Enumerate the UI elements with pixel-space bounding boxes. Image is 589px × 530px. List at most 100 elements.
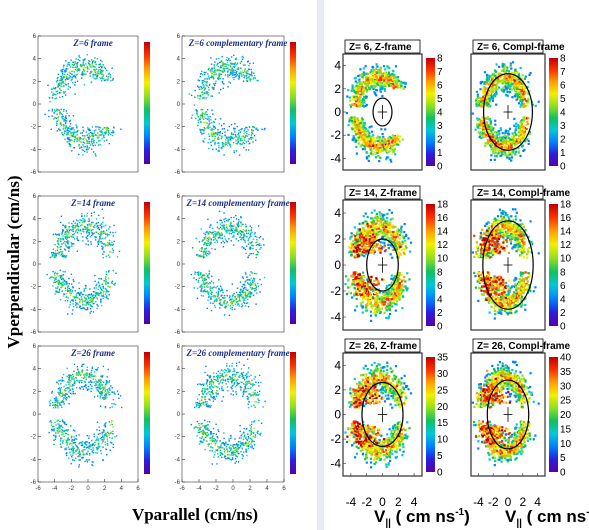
color-scale-label: 0 [560,162,566,173]
color-scale-bar [426,58,435,166]
x-tick-label: 2 [395,495,402,509]
y-tick-label: -2 [175,125,181,131]
y-tick-label: -2 [175,285,181,291]
color-scale-label: 16 [437,213,449,224]
color-scale-label: 4 [560,108,566,119]
x-tick-label: -2 [488,495,499,509]
panel-7: Z= 6, Z-frame -4 -2 0 2 4 0 1 2 3 4 5 6 7 8 [330,39,443,173]
x-tick-label: -4 [52,486,58,492]
panel-4: Z=14 complementary frame -6 -4 -2 0 2 4 6 [175,194,296,336]
x-tick-label: 4 [534,495,541,509]
x-tick-label: -6 [179,486,185,492]
density-points [188,54,266,156]
x-tick-label: -2 [361,495,372,509]
x-tick-label: 2 [519,495,526,509]
color-scale-label: 8 [437,267,443,278]
color-scale-label: 7 [560,67,566,78]
plot-frame [181,345,285,483]
emission-ring [482,73,534,151]
emission-ring [361,381,404,448]
panel-title: Z= 14, Compl-frame [477,188,571,199]
x-tick-label: 0 [231,486,235,492]
plot-frame [37,195,139,333]
x-tick-label: 0 [505,495,512,509]
x-tick-label: 2 [103,486,107,492]
color-scale-bar [144,352,150,474]
color-scale-label: 18 [560,200,572,211]
emission-ring [372,97,393,127]
panel-8: Z= 6, Compl-frame 0 1 2 3 4 5 6 7 8 [470,39,566,173]
color-scale-label: 14 [437,227,449,238]
color-scale-label: 0 [437,162,443,173]
y-tick-label: 2 [33,389,37,395]
y-tick-label: 6 [177,194,181,200]
panel-title: Z= 14, Z-frame [349,188,418,199]
density-points [46,208,121,315]
y-tick-label: 4 [33,217,37,223]
color-scale-label: 10 [560,254,572,265]
panel-2: Z=6 complementary frame -6 -4 -2 0 2 4 6 [175,34,296,176]
y-tick-label: -6 [31,480,37,486]
x-tick-label: 6 [282,486,286,492]
emission-ring [482,220,534,310]
y-tick-label: -6 [175,330,181,336]
panel-title: Z=6 frame [72,38,112,48]
title-box [344,39,421,54]
color-scale-label: 20 [437,402,449,413]
y-tick-label: 4 [334,206,341,220]
y-tick-label: -4 [330,310,341,324]
y-tick-label: -4 [31,147,37,153]
y-tick-label: 0 [33,102,37,108]
plot-frame [181,35,285,173]
y-tick-label: 4 [177,367,181,373]
density-points [190,210,266,317]
color-scale-label: 25 [560,396,572,407]
color-scale-label: 8 [437,54,443,65]
title-box [344,338,421,353]
color-scale-bar [549,58,558,166]
title-box [472,338,544,353]
y-tick-label: -2 [330,284,341,298]
x-tick-label: -2 [213,486,219,492]
x-tick-label: 0 [86,486,90,492]
color-scale-label: 40 [560,353,572,364]
y-tick-label: -2 [31,125,37,131]
color-scale-label: 3 [560,121,566,132]
y-tick-label: -6 [31,170,37,176]
title-box [344,185,421,200]
color-scale-label: 15 [437,418,449,429]
color-scale-label: 5 [437,451,443,462]
panel-10: Z= 14, Compl-frame 0 2 4 6 8 10 12 14 16 18 [470,185,572,333]
x-tick-label: 4 [120,486,124,492]
color-scale-label: 0 [437,468,443,479]
x-tick-label: -4 [196,486,202,492]
title-box [472,185,544,200]
y-tick-label: -6 [175,480,181,486]
panel-5: Z=26 frame -6 -4 -2 0 2 4 6 -6 -4 -2 0 2 4 6 [31,344,150,492]
y-tick-label: 0 [177,412,181,418]
color-scale-label: 10 [437,435,449,446]
plot-frame [181,195,285,333]
density-points [471,61,540,162]
panel-3: Z=14 frame -6 -4 -2 0 2 4 6 [31,194,150,336]
y-tick-label: 2 [33,79,37,85]
x-tick-label: 0 [379,495,386,509]
color-scale-label: 4 [560,294,566,305]
panel-title: Z=26 complementary frame [186,348,290,358]
x-tick-label: 2 [248,486,252,492]
right-x-axis-label-1: V|| ( cm ns-1) [374,507,470,529]
panel-12: Z= 26, Compl-frame-4 -2 0 2 4051015202530354… [470,338,572,509]
y-tick-label: -4 [31,457,37,463]
density-points [44,54,122,157]
color-scale-label: 5 [560,94,566,105]
panel-title: Z= 26, Z-frame [349,341,418,352]
color-scale-label: 8 [560,54,566,65]
color-scale-label: 0 [560,322,566,333]
y-tick-label: -2 [175,435,181,441]
panel-title: Z= 6, Compl-frame [477,42,565,53]
color-scale-label: 10 [560,439,572,450]
emission-ring [486,379,530,450]
color-scale-label: 7 [437,67,443,78]
density-points [190,358,266,465]
